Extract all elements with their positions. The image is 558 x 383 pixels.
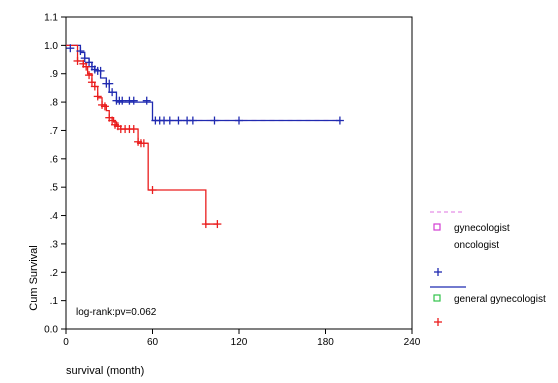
censor-mark — [213, 220, 222, 229]
x-tick-label: 120 — [231, 337, 248, 348]
censor-mark — [201, 220, 210, 229]
censor-mark — [108, 88, 117, 97]
censor-mark — [210, 116, 219, 125]
censor-mark — [165, 116, 174, 125]
censor-mark — [96, 66, 105, 75]
censor-mark — [174, 116, 183, 125]
y-tick-label: .5 — [50, 183, 59, 194]
censor-mark — [73, 56, 82, 65]
censor-mark — [85, 71, 94, 80]
censor-mark — [139, 139, 148, 148]
censor-mark — [82, 62, 91, 71]
censor-mark — [100, 102, 109, 111]
legend-label-oncologist: oncologist — [454, 240, 499, 251]
y-tick-label: 1.0 — [44, 41, 58, 52]
censor-mark — [105, 79, 114, 88]
y-tick-label: .7 — [50, 126, 59, 137]
y-axis-label: Cum Survival — [28, 245, 40, 310]
censor-mark — [129, 125, 138, 134]
x-tick-label: 240 — [404, 337, 421, 348]
legend-plus-red — [434, 318, 442, 326]
censor-mark — [76, 47, 85, 56]
series-line-0 — [66, 44, 340, 122]
y-tick-label: .2 — [50, 268, 59, 279]
censor-mark — [148, 186, 157, 195]
plot-frame — [65, 16, 413, 330]
x-axis-label: survival (month) — [66, 365, 144, 377]
legend-plus-blue — [434, 268, 442, 276]
annotation-text: log-rank:pv=0.062 — [76, 307, 157, 318]
censor-mark — [90, 82, 99, 91]
x-tick-label: 180 — [317, 337, 334, 348]
censor-mark — [142, 96, 151, 105]
legend-square-green — [433, 294, 441, 302]
censor-mark — [129, 96, 138, 105]
censor-mark — [335, 116, 344, 125]
y-tick-label: .1 — [50, 296, 59, 307]
censor-mark — [66, 44, 75, 53]
censor-mark — [108, 116, 117, 125]
y-tick-label: .6 — [50, 154, 59, 165]
legend-label-general-gynecologist: general gynecologist — [454, 294, 546, 305]
legend-label-gynecologist: gynecologist — [454, 223, 510, 234]
x-tick-label: 0 — [63, 337, 69, 348]
censor-mark — [93, 92, 102, 101]
censor-mark — [235, 116, 243, 125]
legend-square-pink — [433, 223, 441, 231]
censor-mark — [188, 116, 197, 125]
x-axis: 0 60 120 180 240 — [63, 329, 421, 348]
y-tick-label: .8 — [50, 98, 59, 109]
x-tick-label: 60 — [147, 337, 159, 348]
censor-mark — [118, 96, 127, 105]
y-tick-label: .9 — [50, 69, 59, 80]
y-axis: 0.0 .1 .2 .3 .4 .5 .6 .7 .8 .9 1.0 1.1 — [44, 13, 66, 336]
legend: gynecologist oncologist general gynecologi… — [430, 211, 546, 326]
y-tick-label: 0.0 — [44, 325, 58, 336]
censor-mark — [80, 54, 89, 63]
censor-mark — [85, 58, 94, 67]
series-layer — [66, 44, 340, 225]
plot-area — [65, 16, 413, 330]
y-tick-label: .4 — [50, 211, 59, 222]
censor-mark — [87, 78, 96, 87]
y-tick-label: .3 — [50, 239, 59, 250]
y-tick-label: 1.1 — [44, 13, 58, 24]
censor-layer — [66, 44, 344, 229]
